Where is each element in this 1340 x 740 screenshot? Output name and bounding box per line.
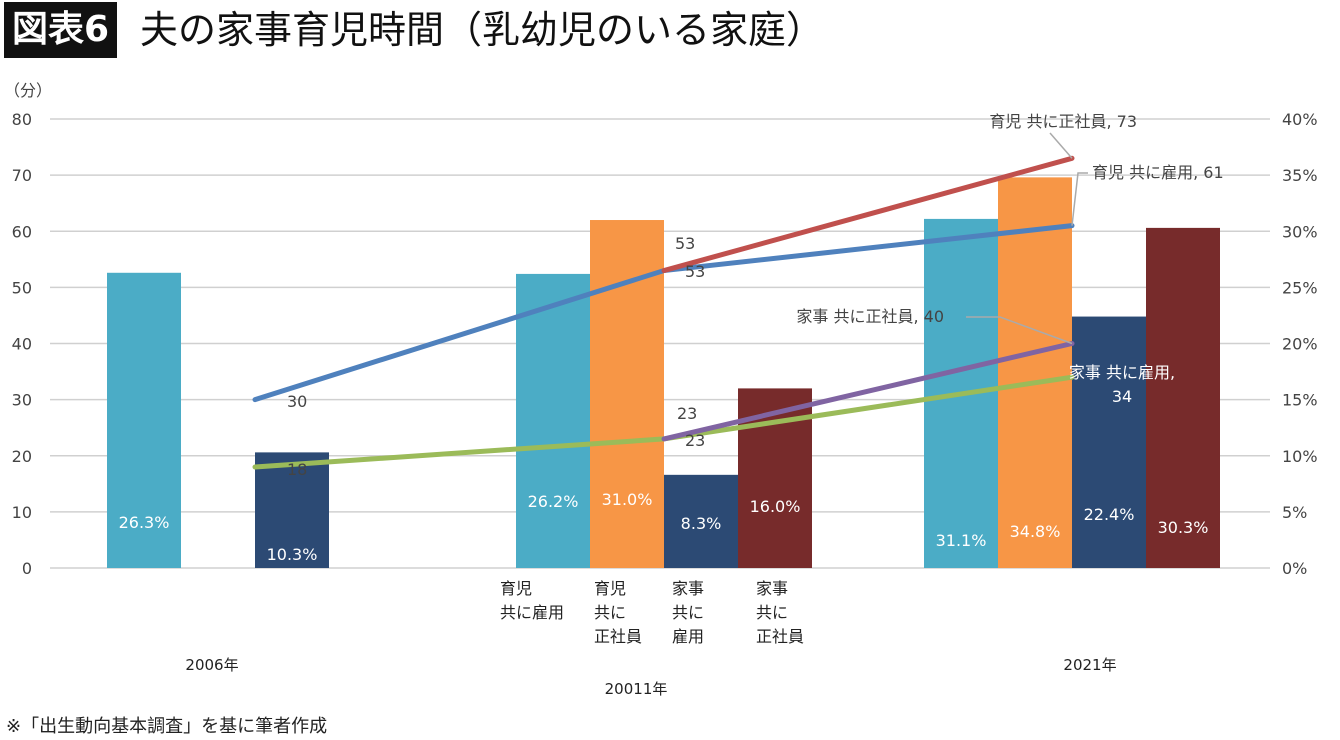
group-label: 20011年 — [605, 680, 668, 698]
bar — [107, 272, 181, 568]
bar-data-label: 34.8% — [1010, 522, 1061, 541]
y2-tick-label: 10% — [1282, 447, 1318, 466]
category-label: 雇用 — [672, 627, 704, 646]
bar — [664, 474, 738, 568]
y2-tick-label: 30% — [1282, 222, 1318, 241]
y2-tick-label: 35% — [1282, 166, 1318, 185]
category-label: 家事 — [756, 579, 788, 598]
source-note: ※「出生動向基本調査」を基に筆者作成 — [6, 716, 328, 737]
bar-data-label: 22.4% — [1084, 505, 1135, 524]
category-label: 共に雇用 — [500, 603, 564, 622]
category-label: 共に — [672, 603, 704, 622]
y2-tick-label: 20% — [1282, 335, 1318, 354]
bar — [255, 452, 329, 568]
line-data-label: 育児 共に正社員, 73 — [989, 112, 1137, 131]
category-label: 育児 — [500, 579, 532, 598]
line-series — [661, 155, 1075, 274]
line-series — [661, 341, 1075, 442]
y-tick-label: 70 — [12, 166, 32, 185]
bar-data-label: 16.0% — [750, 497, 801, 516]
leader-line — [1071, 172, 1088, 226]
y2-tick-label: 25% — [1282, 278, 1318, 297]
y2-tick-label: 0% — [1282, 559, 1307, 578]
category-label: 育児 — [594, 579, 626, 598]
line-data-label: 30 — [287, 392, 307, 411]
line-data-label: 18 — [287, 460, 307, 479]
line-data-label: 34 — [1112, 387, 1132, 406]
line-data-label: 53 — [685, 262, 705, 281]
category-label: 共に — [756, 603, 788, 622]
y-tick-label: 30 — [12, 391, 32, 410]
y-tick-label: 50 — [12, 278, 32, 297]
bar-data-label: 26.3% — [119, 513, 170, 532]
line-data-label: 53 — [675, 234, 695, 253]
category-label: 共に — [594, 603, 626, 622]
category-label: 正社員 — [756, 627, 804, 646]
bar — [1146, 227, 1220, 568]
y-tick-label: 80 — [12, 110, 32, 129]
group-label: 2006年 — [185, 656, 238, 674]
line-data-label: 育児 共に雇用, 61 — [1092, 163, 1224, 182]
y-tick-label: 40 — [12, 335, 32, 354]
bar — [516, 273, 590, 568]
y2-tick-label: 5% — [1282, 503, 1307, 522]
y-tick-label: 0 — [22, 559, 32, 578]
y2-tick-label: 40% — [1282, 110, 1318, 129]
y-tick-label: 10 — [12, 503, 32, 522]
chart-title: 夫の家事育児時間（乳幼児のいる家庭） — [140, 8, 825, 52]
bar-data-label: 26.2% — [528, 492, 579, 511]
category-label: 正社員 — [594, 627, 642, 646]
bar-data-label: 31.1% — [936, 531, 987, 550]
bar-data-label: 30.3% — [1158, 518, 1209, 537]
leader-line — [1049, 132, 1073, 159]
bar-data-label: 8.3% — [681, 514, 722, 533]
bar-data-label: 31.0% — [602, 490, 653, 509]
category-label: 家事 — [672, 579, 704, 598]
leader-line — [966, 316, 1073, 345]
bar — [998, 177, 1072, 568]
line-data-label: 家事 共に雇用, — [1069, 363, 1175, 382]
y-tick-label: 60 — [12, 222, 32, 241]
y-tick-label: 20 — [12, 447, 32, 466]
group-label: 2021年 — [1063, 656, 1116, 674]
y2-tick-label: 15% — [1282, 391, 1318, 410]
bar-data-label: 10.3% — [267, 545, 318, 564]
line-data-label: 23 — [685, 431, 705, 450]
bar — [590, 220, 664, 568]
y-axis-label: （分） — [4, 81, 52, 100]
figure-number: 図表6 — [4, 2, 118, 58]
bar — [1072, 316, 1146, 568]
line-data-label: 23 — [677, 404, 697, 423]
line-data-label: 家事 共に正社員, 40 — [796, 307, 944, 326]
